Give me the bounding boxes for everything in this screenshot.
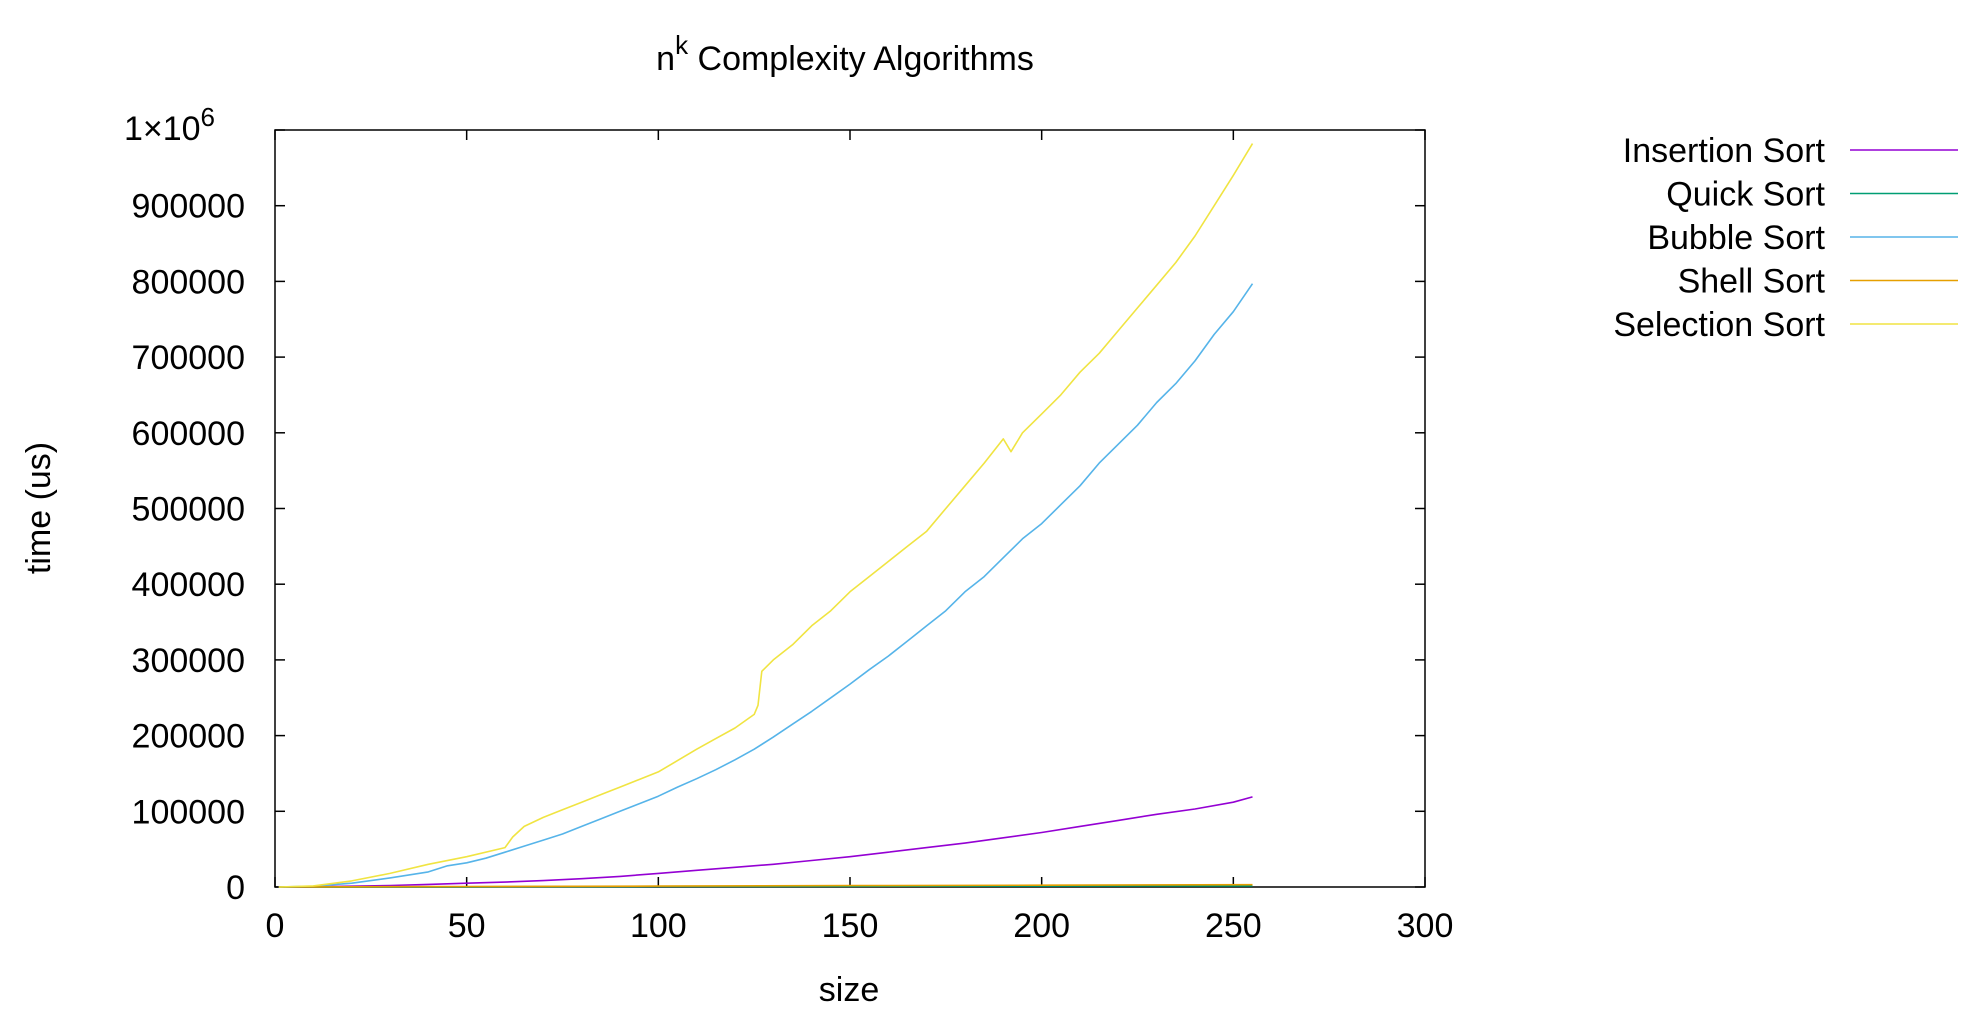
y-tick-label-top-exponent: 6: [201, 102, 215, 132]
chart-title: nk Complexity Algorithms: [656, 30, 1034, 78]
series-line-bubble-sort: [278, 283, 1254, 888]
x-tick-label: 100: [630, 907, 687, 945]
x-tick-label: 0: [266, 907, 285, 945]
y-tick-label-top: 1×106: [124, 102, 215, 148]
x-tick-label: 50: [448, 907, 486, 945]
x-tick-label: 200: [1013, 907, 1070, 945]
plot-frame: [274, 129, 1426, 888]
chart-title-base: n: [656, 40, 675, 78]
y-tick-label: 500000: [132, 491, 245, 529]
legend-label-bubble-sort: Bubble Sort: [1647, 219, 1825, 257]
series-line-shell-sort: [278, 883, 1253, 888]
plot-area: 0 50 100 150 200 250 300 0 100000 200000 300000 400…: [132, 129, 1454, 945]
x-tick-label: 250: [1205, 907, 1262, 945]
series-line-insertion-sort: [278, 796, 1253, 888]
y-tick-label: 900000: [132, 188, 245, 226]
legend: Insertion Sort Quick Sort Bubble Sort Shell…: [1613, 132, 1958, 344]
legend-label-quick-sort: Quick Sort: [1666, 176, 1825, 214]
legend-label-shell-sort: Shell Sort: [1678, 263, 1826, 301]
y-tick-label: 700000: [132, 339, 245, 377]
chart-title-rest: Complexity Algorithms: [688, 40, 1034, 78]
y-tick-label-top-mantissa: 1×10: [124, 110, 201, 148]
chart-title-superscript: k: [675, 30, 689, 60]
legend-label-selection-sort: Selection Sort: [1613, 306, 1825, 344]
y-tick-label: 600000: [132, 415, 245, 453]
y-tick-label: 300000: [132, 642, 245, 680]
x-tick-label: 300: [1397, 907, 1454, 945]
x-axis-label: size: [819, 971, 879, 1009]
y-tick-label: 800000: [132, 263, 245, 301]
y-axis-label: time (us): [20, 442, 58, 574]
y-tick-label: 400000: [132, 566, 245, 604]
y-tick-label: 100000: [132, 793, 245, 831]
legend-label-insertion-sort: Insertion Sort: [1623, 132, 1826, 170]
y-tick-label: 200000: [132, 718, 245, 756]
y-tick-label: 0: [226, 869, 245, 907]
x-tick-label: 150: [822, 907, 879, 945]
series-line-selection-sort: [278, 143, 1254, 888]
